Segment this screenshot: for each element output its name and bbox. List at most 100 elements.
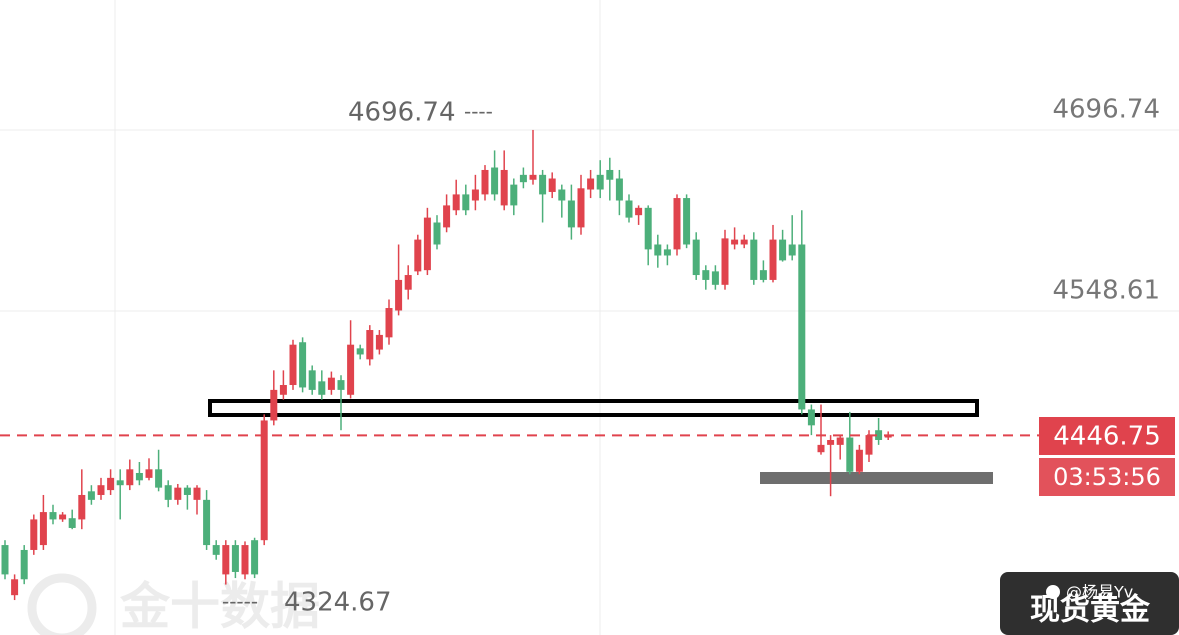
countdown: 03:53:56: [1053, 463, 1161, 491]
candle-body: [356, 348, 364, 355]
candle-body: [452, 194, 460, 211]
candle-body: [846, 437, 854, 472]
candle-body: [827, 439, 835, 445]
candle-body: [78, 494, 86, 520]
candle-body: [318, 381, 326, 395]
candle-body: [87, 491, 95, 500]
candle-body: [875, 430, 883, 440]
candle-body: [577, 188, 585, 228]
y-tick-label: 4548.61: [1052, 275, 1160, 305]
candle-body: [155, 469, 163, 488]
candle-body: [260, 420, 268, 541]
candle-body: [49, 512, 57, 520]
candle-body: [567, 200, 575, 228]
candle-body: [721, 238, 729, 285]
candle-body: [404, 275, 412, 290]
brand-icon: [1046, 585, 1060, 599]
candle-body: [193, 487, 201, 500]
annotation-dashes: -----: [222, 590, 258, 614]
candle-body: [769, 239, 777, 280]
watermark-logo: [27, 573, 97, 635]
candle-body: [443, 205, 451, 228]
candle-body: [385, 308, 393, 338]
candle-body: [1, 545, 9, 575]
candle-body: [779, 239, 787, 261]
candle-body: [212, 545, 220, 555]
candle-body: [20, 549, 28, 580]
candle-body: [788, 244, 796, 256]
candle-body: [817, 444, 825, 453]
candle-body: [510, 184, 518, 206]
candle-body: [299, 342, 307, 388]
candle-body: [500, 169, 508, 206]
candles: [0, 129, 1039, 601]
candle-body: [203, 499, 211, 546]
candle-body: [596, 174, 604, 190]
candle-body: [663, 249, 671, 256]
current-price: 4446.75: [1053, 422, 1161, 452]
countdown-bg: [1039, 458, 1175, 496]
candle-body: [231, 545, 239, 572]
candle-body: [836, 437, 844, 445]
candle-body: [673, 198, 681, 250]
candle-body: [414, 239, 422, 272]
candle-body: [462, 194, 470, 211]
price-tag: 4446.75 03:53:56: [1039, 417, 1175, 496]
candle-body: [337, 380, 345, 390]
candle-body: [731, 239, 739, 245]
candle-body: [750, 239, 758, 280]
candle-body: [59, 514, 67, 520]
candle-body: [270, 389, 278, 421]
candle-body: [135, 472, 143, 481]
candle-body: [529, 174, 537, 180]
low-annotation: 4324.67: [284, 588, 392, 618]
candle-body: [606, 169, 614, 180]
candle-body: [625, 200, 633, 218]
candle-body: [347, 344, 355, 395]
candle-body: [289, 344, 297, 386]
candle-body: [126, 469, 134, 486]
candle-body: [615, 178, 623, 201]
candle-body: [702, 270, 710, 280]
candle-body: [183, 487, 191, 495]
candle-body: [375, 334, 383, 350]
candle-body: [855, 449, 863, 472]
candle-body: [711, 271, 719, 285]
author: @杨易Yv: [1066, 583, 1133, 602]
candle-body: [548, 178, 556, 192]
y-tick-label: 4696.74: [1052, 94, 1160, 124]
candle-body: [39, 512, 47, 546]
candle-body: [107, 477, 115, 491]
candle-body: [222, 545, 230, 575]
price-tag-bg: [1039, 417, 1175, 455]
grid: 4696.74 4548.61: [0, 94, 1179, 312]
candle-body: [759, 270, 767, 280]
candle-body: [644, 207, 652, 250]
brand-bg: [1000, 572, 1179, 635]
candle-body: [366, 330, 374, 360]
candle-body: [433, 222, 441, 245]
candle-body: [68, 518, 76, 528]
candle-body: [491, 167, 499, 195]
candle-body: [539, 174, 547, 195]
candle-body: [471, 189, 479, 201]
candle-body: [481, 169, 489, 195]
candle-body: [654, 244, 662, 256]
candle-body: [116, 480, 124, 486]
candle-body: [519, 174, 527, 183]
annotation-dashes: ----: [464, 100, 493, 124]
candle-body: [683, 198, 691, 245]
candle-body: [865, 435, 873, 455]
candle-body: [308, 370, 316, 390]
high-annotation: 4696.74: [348, 98, 456, 128]
candle-body: [327, 377, 335, 390]
candle-body: [30, 519, 38, 550]
candle-body: [692, 239, 700, 276]
target-zone: [760, 472, 993, 484]
candle-body: [279, 385, 287, 395]
candle-body: [395, 279, 403, 311]
watermark: 金十数据: [27, 573, 320, 635]
